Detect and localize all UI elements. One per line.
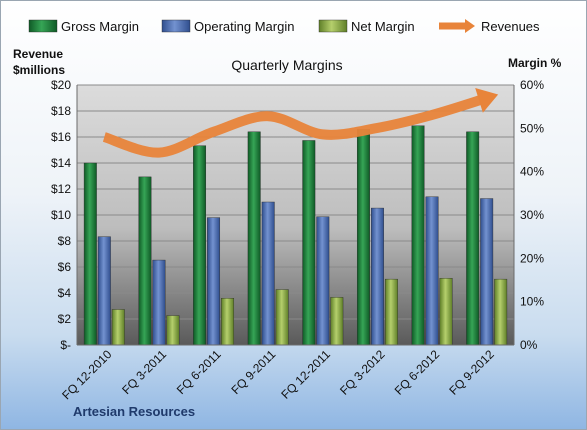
left-tick-label: $2: [58, 312, 72, 326]
legend-label-net-margin: Net Margin: [351, 19, 415, 34]
legend-label-gross-margin: Gross Margin: [61, 19, 139, 34]
bars: [83, 125, 508, 346]
bar-operating-margin: [480, 198, 494, 346]
left-tick-label: $14: [51, 156, 71, 170]
left-axis-title-line1: Revenue: [13, 47, 63, 61]
right-tick-label: 50%: [520, 121, 544, 135]
right-tick-label: 40%: [520, 165, 544, 179]
left-tick-label: $6: [58, 260, 72, 274]
left-tick-label: $12: [51, 182, 71, 196]
left-axis-title-line2: $millions: [13, 63, 65, 77]
legend-label-revenues: Revenues: [481, 19, 540, 34]
bar-gross-margin: [302, 140, 316, 346]
right-axis-title: Margin %: [508, 56, 562, 70]
right-tick-label: 0%: [520, 338, 538, 352]
bar-gross-margin: [83, 162, 97, 346]
right-tick-label: 60%: [520, 78, 544, 92]
bar-operating-margin: [370, 207, 384, 346]
bar-net-margin: [384, 278, 398, 346]
right-tick-label: 10%: [520, 295, 544, 309]
left-tick-label: $-: [60, 338, 71, 352]
legend-swatch-operating-margin: [161, 19, 191, 33]
company-name: Artesian Resources: [73, 404, 195, 419]
bar-net-margin: [221, 298, 235, 346]
bar-net-margin: [439, 278, 453, 346]
x-tick-label: FQ 3-2012: [337, 347, 388, 398]
legend-swatch-net-margin: [318, 19, 348, 33]
x-tick-label: FQ 12-2010: [59, 347, 114, 402]
bar-operating-margin: [97, 236, 111, 346]
bar-operating-margin: [425, 196, 439, 346]
right-tick-label: 30%: [520, 208, 544, 222]
bar-operating-margin: [316, 216, 330, 346]
bar-net-margin: [330, 297, 344, 346]
left-tick-label: $16: [51, 130, 71, 144]
legend-arrow-revenues: [465, 19, 475, 33]
x-tick-label: FQ 9-2011: [228, 347, 278, 397]
bar-operating-margin: [261, 201, 275, 346]
x-tick-label: FQ 3-2011: [119, 347, 169, 397]
bar-net-margin: [166, 315, 180, 346]
bar-net-margin: [275, 289, 289, 346]
bar-gross-margin: [466, 131, 480, 346]
bar-gross-margin: [138, 176, 152, 346]
bar-gross-margin: [247, 131, 261, 346]
x-tick-label: FQ 9-2012: [446, 347, 497, 398]
right-tick-label: 20%: [520, 251, 544, 265]
x-tick-label: FQ 6-2011: [174, 347, 224, 397]
left-tick-label: $4: [58, 286, 72, 300]
revenue-line: [102, 87, 499, 158]
bar-gross-margin: [356, 128, 370, 346]
legend-swatch-gross-margin: [28, 19, 58, 33]
x-tick-label: FQ 6-2012: [392, 347, 443, 398]
bar-operating-margin: [207, 217, 221, 346]
x-tick-label: FQ 12-2011: [278, 347, 333, 402]
revenue-line-path: [102, 93, 489, 158]
bar-operating-margin: [152, 259, 166, 346]
legend: Gross Margin Operating Margin Net Margin Re…: [28, 19, 540, 34]
legend-label-operating-margin: Operating Margin: [194, 19, 294, 34]
left-tick-label: $18: [51, 104, 71, 118]
bar-gross-margin: [193, 145, 207, 346]
revenue-arrowhead: [475, 87, 499, 113]
left-tick-label: $10: [51, 208, 71, 222]
bar-net-margin: [494, 278, 508, 346]
left-tick-label: $8: [58, 234, 72, 248]
left-tick-label: $20: [51, 78, 71, 92]
chart-title: Quarterly Margins: [231, 57, 342, 73]
bar-net-margin: [111, 309, 125, 346]
bar-gross-margin: [411, 125, 425, 346]
